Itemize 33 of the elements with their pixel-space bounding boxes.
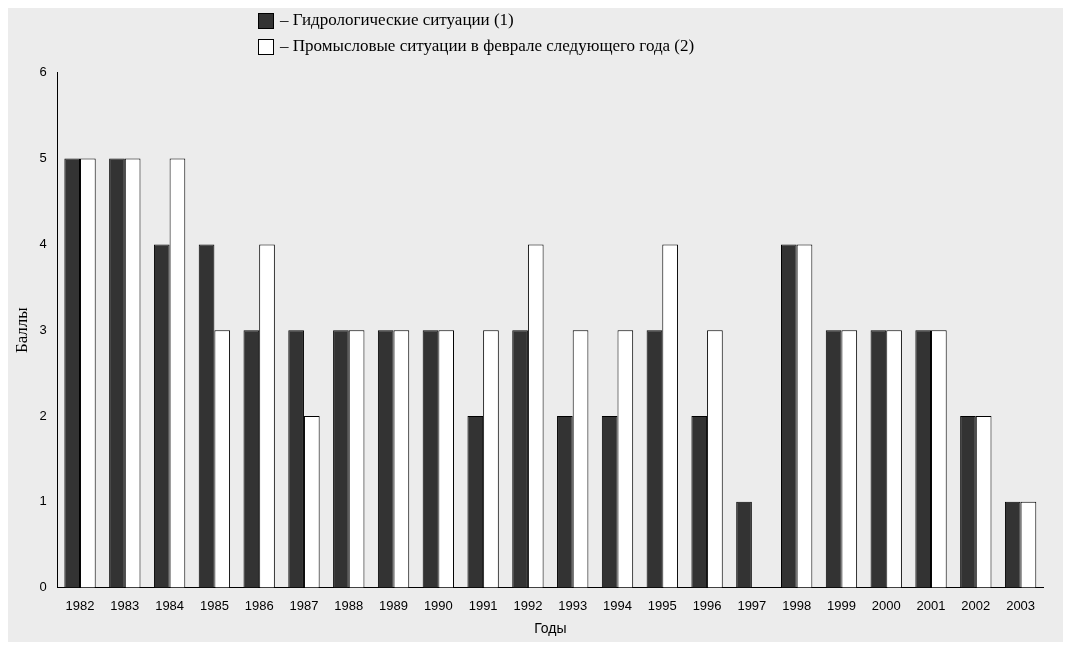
y-tick-label: 6: [39, 64, 47, 80]
x-tick-label: 1982: [65, 597, 95, 613]
x-tick-label: 1984: [155, 597, 185, 613]
y-tick-label: 5: [39, 150, 47, 166]
x-tick-label: 1985: [199, 597, 229, 613]
y-tick-label: 2: [39, 407, 47, 423]
x-tick-label: 1986: [244, 597, 274, 613]
x-tick-label: 1990: [423, 597, 453, 613]
x-tick-label: 1994: [603, 597, 632, 613]
x-tick-label: 2001: [916, 597, 946, 613]
x-tick-label: 1996: [692, 597, 722, 613]
x-tick-label: 1991: [468, 597, 498, 613]
x-tick-label: 1993: [558, 597, 588, 613]
y-tick-label: 3: [39, 321, 47, 337]
x-tick-label: 1989: [379, 597, 409, 613]
x-tick-label: 2000: [871, 597, 901, 613]
y-axis-title: Баллы: [11, 306, 31, 354]
x-tick-label: 1999: [826, 597, 856, 613]
y-tick-label: 0: [39, 579, 47, 595]
x-tick-label: 1987: [289, 597, 319, 613]
x-tick-label: 1998: [782, 597, 812, 613]
legend-label: – Промысловые ситуации в феврале следующего года (2): [280, 36, 695, 56]
x-tick-label: 2002: [961, 597, 991, 613]
y-tick-label: 4: [39, 235, 47, 251]
x-tick-label: 1997: [737, 597, 767, 613]
x-axis-title: Годы: [534, 620, 567, 637]
x-tick-label: 1983: [110, 597, 140, 613]
x-tick-label: 2003: [1006, 597, 1036, 613]
x-tick-label: 1988: [334, 597, 364, 613]
y-tick-label: 1: [39, 493, 47, 509]
x-tick-label: 1995: [647, 597, 677, 613]
x-tick-label: 1992: [513, 597, 543, 613]
legend-label: – Гидрологические ситуации (1): [280, 10, 514, 30]
